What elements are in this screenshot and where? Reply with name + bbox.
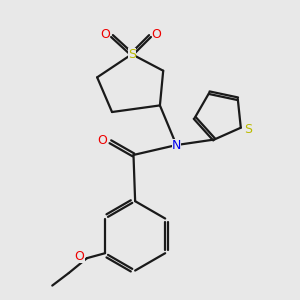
Text: O: O xyxy=(152,28,161,41)
Text: O: O xyxy=(97,134,107,147)
Text: O: O xyxy=(75,250,85,263)
Text: O: O xyxy=(100,28,110,41)
Text: S: S xyxy=(244,123,252,136)
Text: N: N xyxy=(172,139,181,152)
Text: S: S xyxy=(128,48,136,61)
